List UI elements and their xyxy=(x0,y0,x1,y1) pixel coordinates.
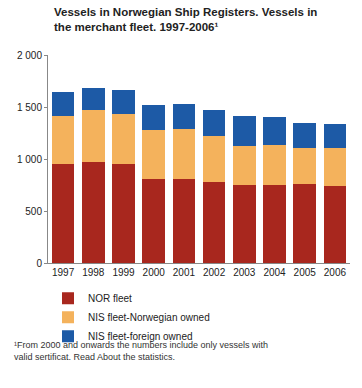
svg-text:NIS fleet-foreign owned: NIS fleet-foreign owned xyxy=(88,331,193,342)
svg-text:1 500: 1 500 xyxy=(17,102,42,113)
svg-text:1999: 1999 xyxy=(112,267,135,278)
svg-text:2002: 2002 xyxy=(203,267,226,278)
svg-text:1 000: 1 000 xyxy=(17,154,42,165)
svg-text:Vessels in Norwegian Ship Regi: Vessels in Norwegian Ship Registers. Ves… xyxy=(54,6,317,33)
svg-text:1997: 1997 xyxy=(52,267,75,278)
svg-text:2004: 2004 xyxy=(263,267,286,278)
svg-text:NIS fleet-Norwegian owned: NIS fleet-Norwegian owned xyxy=(88,312,210,323)
svg-text:2005: 2005 xyxy=(294,267,317,278)
svg-text:2000: 2000 xyxy=(143,267,166,278)
svg-text:500: 500 xyxy=(25,206,42,217)
svg-text:2006: 2006 xyxy=(324,267,347,278)
svg-text:1998: 1998 xyxy=(82,267,105,278)
svg-text:2003: 2003 xyxy=(233,267,256,278)
svg-text:¹From 2000 and onwards the num: ¹From 2000 and onwards the numbers inclu… xyxy=(14,340,268,362)
svg-text:0: 0 xyxy=(36,258,42,269)
svg-text:2001: 2001 xyxy=(173,267,196,278)
svg-text:2 000: 2 000 xyxy=(17,50,42,61)
svg-text:NOR fleet: NOR fleet xyxy=(88,293,132,304)
